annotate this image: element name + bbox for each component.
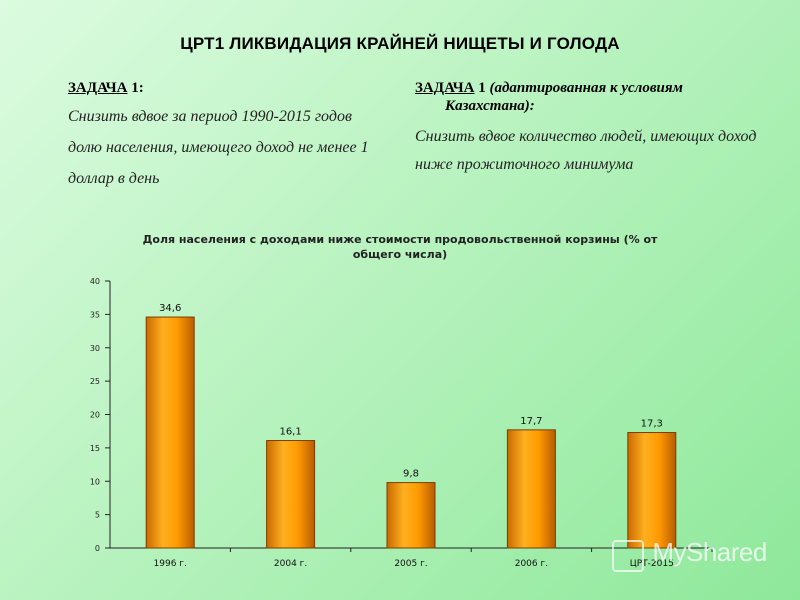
bar bbox=[386, 482, 436, 549]
y-tick-label: 10 bbox=[90, 477, 100, 486]
y-tick-label: 5 bbox=[95, 511, 100, 520]
task-right-text: Снизить вдвое количество людей, имеющих … bbox=[415, 128, 757, 173]
task-left-text: Снизить вдвое за период 1990-2015 годов … bbox=[68, 108, 369, 187]
x-tick-label: 2006 г. bbox=[515, 559, 548, 569]
chart-bars: 34,6 16,1 9,8 17,7 17,3 bbox=[145, 303, 677, 549]
task-left-heading: ЗАДАЧА 1: bbox=[68, 80, 144, 96]
y-tick-label: 20 bbox=[90, 411, 100, 420]
x-tick-label: 1996 г. bbox=[154, 559, 187, 569]
y-tick-label: 40 bbox=[90, 277, 100, 286]
bar bbox=[266, 440, 316, 549]
bar-value-label: 34,6 bbox=[159, 303, 181, 314]
bar bbox=[506, 429, 556, 549]
task-right-heading: ЗАДАЧА 1 (адаптированная к условиям bbox=[415, 80, 683, 96]
x-tick-label: 2004 г. bbox=[274, 559, 307, 569]
bar bbox=[627, 432, 677, 549]
y-tick-label: 35 bbox=[90, 310, 100, 319]
x-tick-label: 2005 г. bbox=[394, 559, 427, 569]
x-tick-label: ЦРТ-2015 bbox=[630, 559, 674, 569]
task-right: ЗАДАЧА 1 (адаптированная к условиям Каза… bbox=[415, 80, 775, 179]
y-tick-label: 25 bbox=[90, 377, 100, 386]
bar bbox=[145, 316, 195, 549]
watermark: MyShared bbox=[652, 537, 767, 567]
bar-value-label: 17,7 bbox=[520, 416, 542, 427]
watermark-logo-icon bbox=[612, 540, 644, 572]
bar-value-label: 17,3 bbox=[641, 419, 663, 430]
y-tick-label: 30 bbox=[90, 344, 100, 353]
y-tick-label: 15 bbox=[90, 444, 100, 453]
slide-title: ЦРТ1 ЛИКВИДАЦИЯ КРАЙНЕЙ НИЩЕТЫ И ГОЛОДА bbox=[180, 34, 620, 53]
bar-value-label: 9,8 bbox=[403, 469, 419, 480]
chart-title: Доля населения с доходами ниже стоимости… bbox=[142, 233, 658, 261]
y-tick-label: 0 bbox=[95, 544, 100, 553]
task-left: ЗАДАЧА 1: Снизить вдвое за период 1990-2… bbox=[68, 80, 388, 194]
task-right-note: Казахстана): bbox=[445, 98, 535, 114]
bar-value-label: 16,1 bbox=[279, 427, 301, 438]
